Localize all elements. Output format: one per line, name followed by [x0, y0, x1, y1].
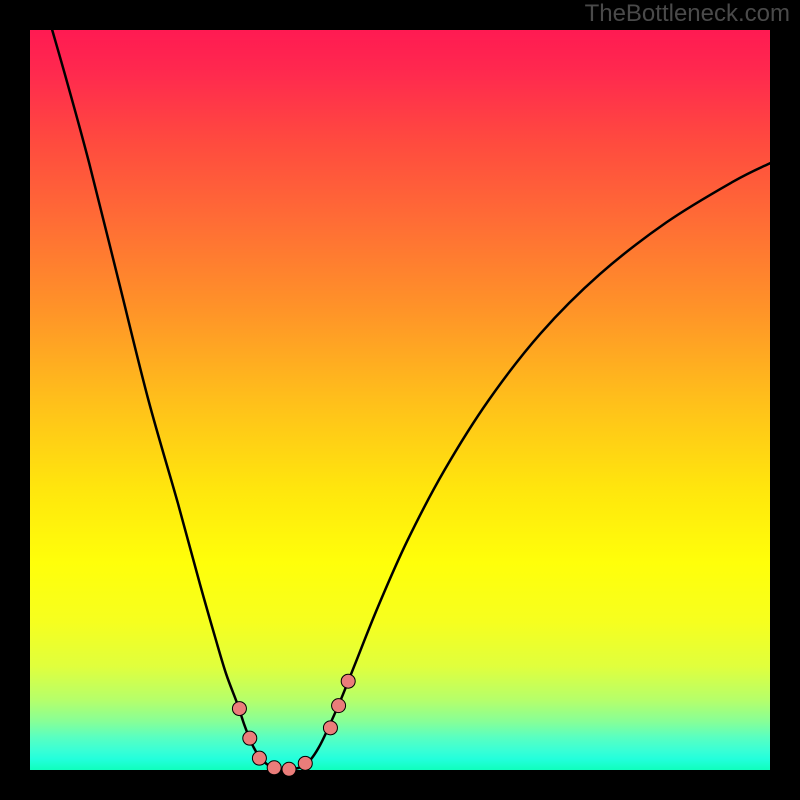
data-marker	[267, 761, 281, 775]
plot-background	[30, 30, 770, 770]
data-marker	[341, 674, 355, 688]
data-marker	[252, 751, 266, 765]
watermark-text: TheBottleneck.com	[585, 0, 790, 28]
data-marker	[243, 731, 257, 745]
data-marker	[282, 762, 296, 776]
data-marker	[323, 721, 337, 735]
data-marker	[332, 699, 346, 713]
chart-canvas	[0, 0, 800, 800]
data-marker	[232, 702, 246, 716]
data-marker	[298, 756, 312, 770]
chart-frame: TheBottleneck.com	[0, 0, 800, 800]
